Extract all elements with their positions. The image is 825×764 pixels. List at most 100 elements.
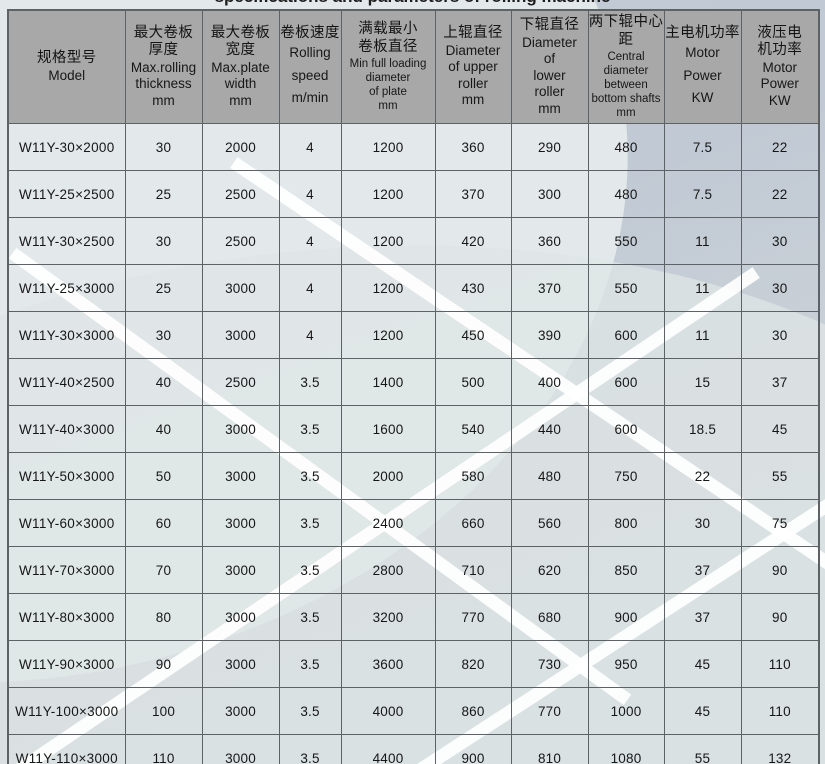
cell-upper-roller: 580 [434, 452, 512, 500]
cell-motor: 37 [663, 593, 742, 641]
cell-hyd-motor: 30 [740, 217, 820, 265]
cell-speed: 3.5 [278, 499, 342, 547]
cell-speed: 3.5 [278, 405, 342, 453]
cell-min-dia: 1400 [340, 358, 436, 406]
header-unit-min-dia: mm [378, 99, 398, 112]
cell-motor: 45 [663, 640, 742, 688]
cell-upper-roller: 660 [434, 499, 512, 547]
cell-lower-roller: 360 [510, 217, 589, 265]
header-en-motor-power-1: Motor [685, 45, 720, 61]
header-en-central-3: between [604, 78, 648, 91]
table-row: W11Y-25×2500 25 2500 4 1200 370 300 480 7.5 22 [7, 170, 820, 218]
cell-speed: 4 [278, 264, 342, 312]
cell-model: W11Y-50×3000 [7, 452, 126, 500]
header-en-rolling-speed-1: Rolling [289, 45, 331, 61]
cell-upper-roller: 430 [434, 264, 512, 312]
cell-motor: 30 [663, 499, 742, 547]
header-en-max-width-1: Max.plate [211, 59, 270, 75]
cell-lower-roller: 480 [510, 452, 589, 500]
cell-lower-roller: 370 [510, 264, 589, 312]
header-en-min-dia-1: Min full loading [349, 57, 427, 70]
cell-hyd-motor: 37 [740, 358, 820, 406]
cell-central: 600 [587, 358, 665, 406]
header-en-max-thickness-2: thickness [135, 76, 192, 92]
cell-max-thickness: 30 [124, 217, 203, 265]
header-cn-lower-roller: 下辊直径 [519, 16, 580, 33]
cell-max-width: 3000 [201, 499, 280, 547]
column-header-model: 规格型号 Model [7, 9, 126, 124]
cell-min-dia: 4000 [340, 687, 436, 735]
cell-motor: 15 [663, 358, 742, 406]
cell-model: W11Y-100×3000 [7, 687, 126, 735]
cell-central: 480 [587, 170, 665, 218]
cell-model: W11Y-40×2500 [7, 358, 126, 406]
cell-min-dia: 2800 [340, 546, 436, 594]
cell-max-width: 3000 [201, 593, 280, 641]
table-row: W11Y-30×2500 30 2500 4 1200 420 360 550 11 30 [7, 217, 820, 265]
cell-model: W11Y-30×2000 [7, 123, 126, 171]
cell-speed: 3.5 [278, 358, 342, 406]
cell-max-thickness: 110 [124, 734, 203, 764]
cell-model: W11Y-30×3000 [7, 311, 126, 359]
header-en-upper-roller-3: roller [457, 75, 488, 91]
cell-max-thickness: 40 [124, 405, 203, 453]
column-header-central-diameter: 两下辊中心距 Central diameter between bottom s… [587, 9, 665, 124]
cell-upper-roller: 860 [434, 687, 512, 735]
cell-speed: 4 [278, 123, 342, 171]
cell-model: W11Y-25×3000 [7, 264, 126, 312]
cell-min-dia: 1200 [340, 311, 436, 359]
header-unit-upper-roller: mm [461, 92, 485, 108]
cell-motor: 11 [663, 264, 742, 312]
cell-hyd-motor: 110 [740, 687, 820, 735]
column-header-lower-roller-diameter: 下辊直径 Diameter of lower roller mm [510, 9, 589, 124]
cell-model: W11Y-90×3000 [7, 640, 126, 688]
column-header-rolling-speed: 卷板速度 Rolling speed m/min [278, 9, 342, 124]
table-header: 规格型号 Model 最大卷板 厚度 Max.rolling thickness… [7, 9, 820, 124]
table-row: W11Y-50×3000 50 3000 3.5 2000 580 480 750 22 55 [7, 452, 820, 500]
cell-max-thickness: 40 [124, 358, 203, 406]
cell-min-dia: 1200 [340, 170, 436, 218]
header-unit-rolling-speed: m/min [291, 89, 329, 105]
column-header-motor-power: 主电机功率 Motor Power KW [663, 9, 742, 124]
header-cn-central: 两下辊中心距 [588, 14, 664, 48]
cell-central: 480 [587, 123, 665, 171]
header-en-central-4: bottom shafts [591, 92, 661, 105]
header-cn-max-width-2: 宽度 [225, 42, 256, 59]
header-unit-central: mm [616, 106, 636, 119]
cell-speed: 3.5 [278, 734, 342, 764]
header-cn-max-width-1: 最大卷板 [210, 24, 271, 41]
cell-model: W11Y-110×3000 [7, 734, 126, 764]
header-en-hyd-motor-2: Power [760, 76, 799, 92]
cell-max-thickness: 100 [124, 687, 203, 735]
cell-hyd-motor: 55 [740, 452, 820, 500]
cell-lower-roller: 730 [510, 640, 589, 688]
header-cn-min-dia-2: 卷板直径 [358, 38, 418, 55]
cell-lower-roller: 810 [510, 734, 589, 764]
cell-max-width: 2500 [201, 217, 280, 265]
cell-max-width: 2500 [201, 358, 280, 406]
table-row: W11Y-30×2000 30 2000 4 1200 360 290 480 7.5 22 [7, 123, 820, 171]
cell-central: 550 [587, 217, 665, 265]
cell-max-width: 3000 [201, 546, 280, 594]
cell-central: 900 [587, 593, 665, 641]
cell-model: W11Y-25×2500 [7, 170, 126, 218]
header-en-lower-roller-1: Diameter [522, 34, 577, 50]
cell-max-width: 3000 [201, 311, 280, 359]
cell-motor: 11 [663, 217, 742, 265]
header-en-lower-roller-4: roller [534, 84, 565, 100]
cell-speed: 3.5 [278, 546, 342, 594]
header-cn-hyd-motor-2: 机功率 [757, 42, 803, 59]
column-header-max-thickness: 最大卷板 厚度 Max.rolling thickness mm [124, 9, 203, 124]
header-unit-hyd-motor: KW [768, 92, 791, 108]
cell-speed: 4 [278, 311, 342, 359]
cell-hyd-motor: 75 [740, 499, 820, 547]
header-en-hyd-motor-1: Motor [762, 59, 797, 75]
header-en-model: Model [48, 67, 86, 83]
cell-max-width: 3000 [201, 405, 280, 453]
cell-central: 800 [587, 499, 665, 547]
cell-central: 750 [587, 452, 665, 500]
cell-speed: 3.5 [278, 593, 342, 641]
cell-upper-roller: 900 [434, 734, 512, 764]
cell-upper-roller: 420 [434, 217, 512, 265]
